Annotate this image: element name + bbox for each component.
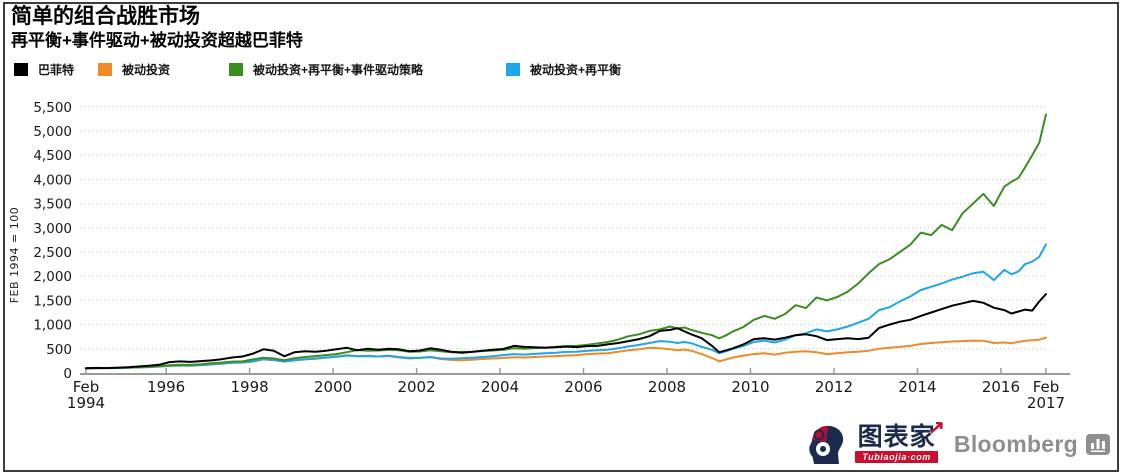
x-tick-label: 2006 (564, 378, 602, 396)
y-tick-label-1500: 1,500 (33, 293, 72, 309)
y-tick-label-0: 0 (63, 366, 72, 382)
y-tick-label-3000: 3,000 (33, 221, 72, 237)
y-tick-label-3500: 3,500 (33, 197, 72, 213)
legend-item-passive-rebalance: 被动投资+再平衡 (506, 61, 621, 78)
bloomberg-chart-icon (1086, 433, 1110, 455)
page-title: 简单的组合战胜市场 (11, 5, 200, 28)
bloomberg-wordmark: Bloomberg (953, 430, 1078, 457)
x-tick-label: 2016 (982, 378, 1020, 396)
x-tick-label: 2002 (397, 378, 435, 396)
y-tick-label-4500: 4,500 (33, 148, 72, 164)
tubiaojia-logo: 图表家 ↗ Tubiaojia·com (804, 416, 947, 466)
legend-swatch-passive (98, 63, 112, 76)
x-tick-label: 2004 (481, 378, 519, 396)
tubiaojia-name: 图表家 ↗ (857, 416, 947, 451)
x-tick-label: 2010 (731, 378, 769, 396)
trend-arrow-icon: ↗ (927, 416, 947, 440)
y-tick-label-2500: 2,500 (33, 245, 72, 261)
x-tick-label: 2008 (648, 378, 686, 396)
legend-label-passive-rebalance: 被动投资+再平衡 (530, 63, 622, 77)
y-tick-label-500: 500 (46, 342, 72, 358)
x-tick-label: 1998 (231, 378, 269, 396)
legend-swatch-passive-rebalance (506, 63, 520, 76)
y-tick-label-4000: 4,000 (33, 172, 72, 188)
x-tick-label: 2000 (314, 378, 352, 396)
x-tick-label: Feb 2017 (1027, 378, 1065, 412)
tubiaojia-head-icon (809, 425, 844, 464)
x-tick-label: 1996 (147, 378, 185, 396)
legend-item-passive-rebalance-event: 被动投资+再平衡+事件驱动策略 (229, 61, 423, 78)
tubiaojia-domain: Tubiaojia·com (855, 451, 938, 463)
x-tick-label: Feb 1994 (67, 378, 105, 412)
page-subtitle: 再平衡+事件驱动+被动投资超越巴菲特 (11, 31, 303, 50)
series-line-passive-rebalance-event (85, 113, 1047, 370)
y-tick-label-1000: 1,000 (33, 318, 72, 334)
series-line-passive-rebalance (85, 243, 1047, 370)
legend-swatch-passive-rebalance-event (229, 63, 243, 76)
x-tick-label: 2012 (815, 378, 853, 396)
legend-item-passive: 被动投资 (98, 61, 170, 78)
y-tick-label-5000: 5,000 (33, 124, 72, 140)
brand-bar: 图表家 ↗ Tubiaojia·com Bloomberg (804, 416, 1110, 466)
y-axis-title: FEB 1994 = 100 (8, 207, 21, 304)
legend-label-passive: 被动投资 (122, 63, 171, 77)
series-line-buffett (85, 293, 1047, 370)
legend-label-buffett: 巴菲特 (38, 63, 75, 77)
y-tick-label-5500: 5,500 (33, 100, 72, 116)
y-tick-label-2000: 2,000 (33, 269, 72, 285)
legend-label-passive-rebalance-event: 被动投资+再平衡+事件驱动策略 (253, 63, 424, 77)
tubiaojia-wordmark: 图表家 ↗ Tubiaojia·com (855, 416, 947, 463)
chart-legend: 巴菲特 被动投资 被动投资+再平衡+事件驱动策略 被动投资+再平衡 (0, 61, 1122, 81)
x-tick-label: 2014 (898, 378, 936, 396)
legend-swatch-buffett (14, 63, 28, 76)
legend-item-buffett: 巴菲特 (14, 61, 74, 78)
bloomberg-logo: Bloomberg (954, 431, 1110, 458)
